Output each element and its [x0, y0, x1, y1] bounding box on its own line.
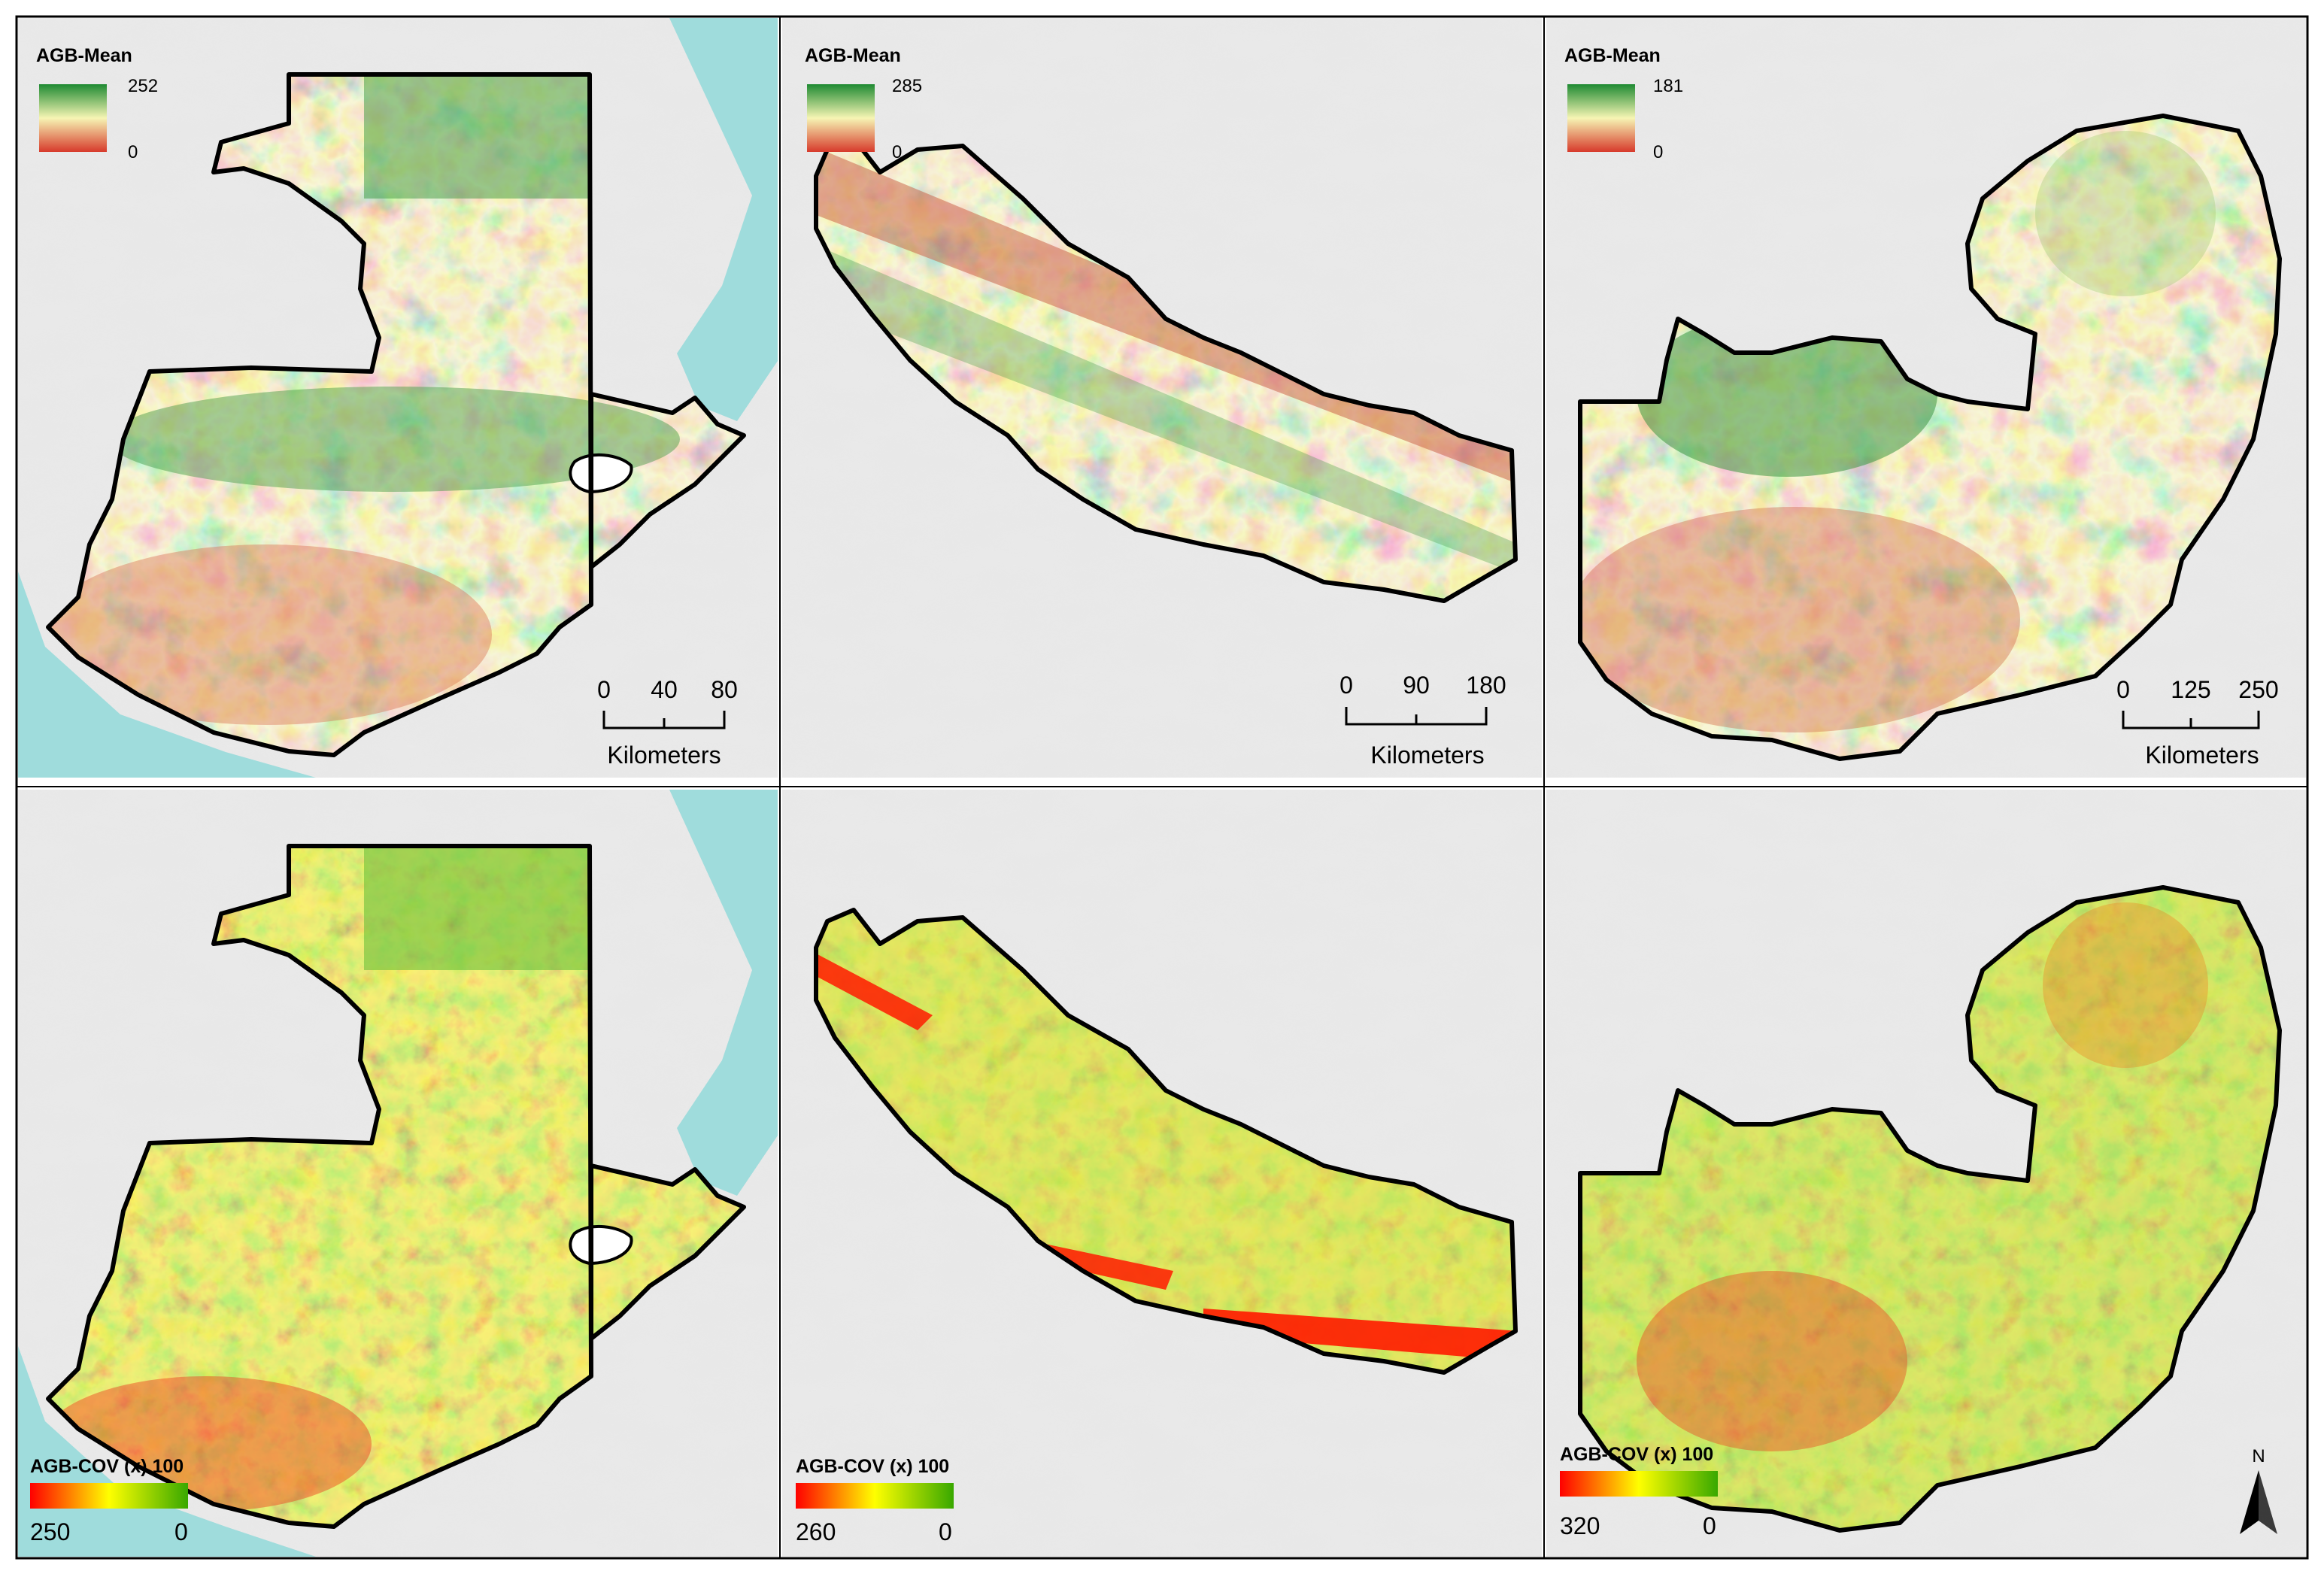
ocean-pacific [18, 572, 316, 778]
north-label: N [2252, 1446, 2265, 1466]
scalebar-zambia: 0 125 250 Kilometers [2116, 676, 2279, 769]
legend-title: AGB-COV (x) 100 [30, 1456, 184, 1477]
legend-color-ramp [1560, 1471, 1718, 1497]
panel-nepal-mean [782, 18, 1542, 778]
legend-color-ramp [807, 84, 875, 152]
panel-nepal-cov [782, 790, 1542, 1557]
legend-max-label: 250 [30, 1518, 70, 1545]
legend-zambia-mean: AGB-Mean 181 0 [1564, 45, 1683, 162]
legend-min-label: 0 [1653, 142, 1663, 162]
legend-guatemala-mean: AGB-Mean 252 0 [36, 45, 158, 162]
legend-title: AGB-Mean [36, 45, 132, 66]
legend-guatemala-cov: AGB-COV (x) 100 250 0 [30, 1456, 188, 1545]
scale-tick-label: 250 [2238, 676, 2278, 703]
scale-tick-label: 125 [2171, 676, 2210, 703]
scale-unit-label: Kilometers [1370, 742, 1484, 769]
legend-min-label: 0 [174, 1518, 188, 1545]
legend-nepal-mean: AGB-Mean 285 0 [805, 45, 922, 162]
legend-title: AGB-Mean [1564, 45, 1661, 66]
scale-unit-label: Kilometers [607, 742, 721, 769]
scalebar-guatemala: 0 40 80 Kilometers [597, 676, 738, 769]
legend-color-ramp [1567, 84, 1635, 152]
legend-max-label: 320 [1560, 1512, 1600, 1539]
legend-color-ramp [796, 1483, 954, 1509]
legend-max-label: 260 [796, 1518, 836, 1545]
scale-tick-label: 40 [651, 676, 678, 703]
scale-tick-label: 90 [1403, 672, 1430, 699]
legend-min-label: 0 [128, 142, 138, 162]
legend-zambia-cov: AGB-COV (x) 100 320 0 [1560, 1444, 1718, 1539]
scale-unit-label: Kilometers [2145, 742, 2259, 769]
panel-zambia-mean [1546, 18, 2306, 778]
panel-guatemala-cov [18, 790, 778, 1557]
legend-color-ramp [39, 84, 107, 152]
panel-zambia-cov [1546, 790, 2306, 1557]
legend-color-ramp [30, 1483, 188, 1509]
ocean-caribbean [669, 18, 778, 421]
legend-max-label: 285 [892, 76, 922, 96]
scale-tick-label: 180 [1466, 672, 1506, 699]
scalebar-nepal: 0 90 180 Kilometers [1339, 672, 1506, 769]
legend-title: AGB-Mean [805, 45, 901, 66]
scale-tick-label: 0 [2116, 676, 2130, 703]
north-arrow-icon: N [2240, 1446, 2277, 1534]
legend-min-label: 0 [892, 142, 902, 162]
panel-guatemala-mean [18, 18, 778, 778]
ocean-caribbean [669, 790, 778, 1196]
legend-nepal-cov: AGB-COV (x) 100 260 0 [796, 1456, 954, 1545]
legend-max-label: 181 [1653, 76, 1683, 96]
scale-tick-label: 80 [711, 676, 738, 703]
legend-title: AGB-COV (x) 100 [796, 1456, 949, 1477]
legend-max-label: 252 [128, 76, 158, 96]
legend-min-label: 0 [939, 1518, 952, 1545]
scale-tick-label: 0 [1339, 672, 1353, 699]
scale-tick-label: 0 [597, 676, 611, 703]
legend-min-label: 0 [1703, 1512, 1716, 1539]
legend-title: AGB-COV (x) 100 [1560, 1444, 1713, 1465]
